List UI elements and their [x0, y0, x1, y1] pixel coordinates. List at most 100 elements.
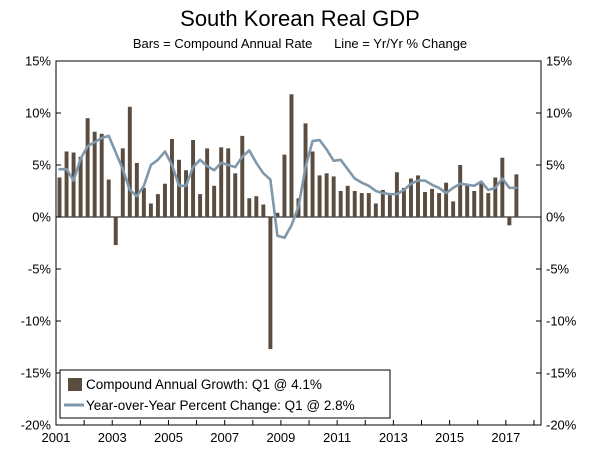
legend-bar-swatch — [68, 378, 82, 391]
bar — [282, 154, 287, 217]
bar — [387, 193, 392, 217]
bar — [198, 194, 203, 217]
bar — [106, 179, 111, 217]
y-tick-label-right: 0% — [546, 210, 565, 225]
bar — [507, 217, 512, 226]
bar — [148, 203, 153, 217]
bar — [275, 212, 280, 217]
y-tick-label-right: -5% — [546, 262, 570, 277]
bar — [71, 152, 76, 217]
y-tick-label-right: -20% — [546, 418, 577, 433]
x-tick-label: 2005 — [154, 430, 183, 445]
x-tick-label: 2013 — [379, 430, 408, 445]
bar — [113, 217, 118, 246]
chart-title: South Korean Real GDP — [180, 6, 420, 31]
bar — [409, 178, 413, 217]
bar — [141, 187, 146, 217]
bar — [472, 191, 477, 217]
bar — [64, 151, 69, 217]
bar-series — [57, 94, 519, 350]
bar — [486, 193, 491, 217]
bar — [268, 217, 273, 350]
bar — [451, 201, 456, 217]
x-tick-label: 2009 — [266, 430, 295, 445]
x-axis-ticks: 2001 2003 2005 2007 2009 2011 2013 2015 2017 — [42, 420, 535, 445]
bar — [373, 203, 378, 217]
bar — [479, 181, 484, 217]
bar — [162, 183, 167, 217]
bar — [177, 159, 181, 217]
bar — [423, 192, 427, 217]
bar — [92, 131, 97, 217]
bar — [317, 175, 322, 217]
bar — [458, 165, 463, 217]
plot-frame — [55, 60, 542, 426]
y-tick-label-right: 10% — [546, 106, 572, 121]
bar — [437, 193, 442, 217]
bar — [184, 170, 189, 217]
bar — [99, 133, 104, 217]
x-tick-label: 2007 — [210, 430, 239, 445]
y-tick-label-left: -5% — [28, 262, 52, 277]
bar — [352, 191, 357, 217]
bar — [219, 147, 224, 217]
bar — [331, 176, 336, 217]
bar — [85, 118, 90, 217]
bar — [57, 177, 62, 217]
legend-line-label: Year-over-Year Percent Change: Q1 @ 2.8% — [86, 398, 355, 413]
bar — [359, 193, 364, 217]
bar — [254, 196, 259, 217]
bar — [345, 185, 350, 217]
bar — [170, 139, 174, 217]
y-tick-label-left: 0% — [32, 210, 51, 225]
x-tick-label: 2015 — [435, 430, 464, 445]
bar — [465, 183, 470, 217]
bar — [120, 148, 125, 217]
legend-bar-label: Compound Annual Growth: Q1 @ 4.1% — [86, 377, 322, 392]
bar — [78, 156, 83, 217]
bar — [205, 148, 210, 217]
y-tick-label-right: 5% — [546, 158, 565, 173]
bar — [493, 177, 498, 217]
y-tick-label-left: -10% — [21, 314, 52, 329]
bar — [310, 151, 315, 217]
y-tick-label-left: -15% — [21, 366, 52, 381]
bar — [430, 188, 435, 217]
bar — [261, 204, 266, 217]
bar — [240, 135, 245, 217]
y-tick-label-left: 15% — [25, 54, 51, 69]
bar — [289, 94, 294, 217]
bar — [324, 173, 329, 217]
y-tick-label-left: -20% — [21, 418, 52, 433]
yoy-line — [58, 134, 518, 240]
bar — [401, 187, 406, 217]
x-tick-label: 2003 — [98, 430, 127, 445]
legend: Compound Annual Growth: Q1 @ 4.1% Year-o… — [59, 369, 391, 419]
y-tick-label-right: -15% — [546, 366, 577, 381]
y-tick-label-right: 15% — [546, 54, 572, 69]
bar — [212, 185, 217, 217]
bar — [380, 189, 385, 217]
bar — [338, 191, 343, 217]
bar — [191, 140, 196, 217]
x-tick-label: 2017 — [491, 430, 520, 445]
chart-subtitle: Bars = Compound Annual Rate Line = Yr/Yr… — [132, 36, 468, 51]
x-tick-label: 2011 — [323, 430, 351, 445]
bar — [127, 106, 132, 217]
line-series — [58, 134, 518, 240]
bar — [366, 193, 371, 217]
bar — [226, 148, 231, 217]
plot-frame-layer — [55, 60, 542, 426]
x-tick-label: 2001 — [42, 430, 71, 445]
bar — [500, 157, 505, 217]
bar — [247, 198, 252, 217]
y-tick-label-left: 5% — [32, 158, 51, 173]
bar — [134, 162, 139, 217]
legend-box — [59, 369, 391, 419]
bar — [514, 174, 519, 217]
bar — [416, 175, 420, 217]
y-tick-label-left: 10% — [25, 106, 51, 121]
bar — [444, 182, 449, 217]
bar — [155, 194, 160, 217]
